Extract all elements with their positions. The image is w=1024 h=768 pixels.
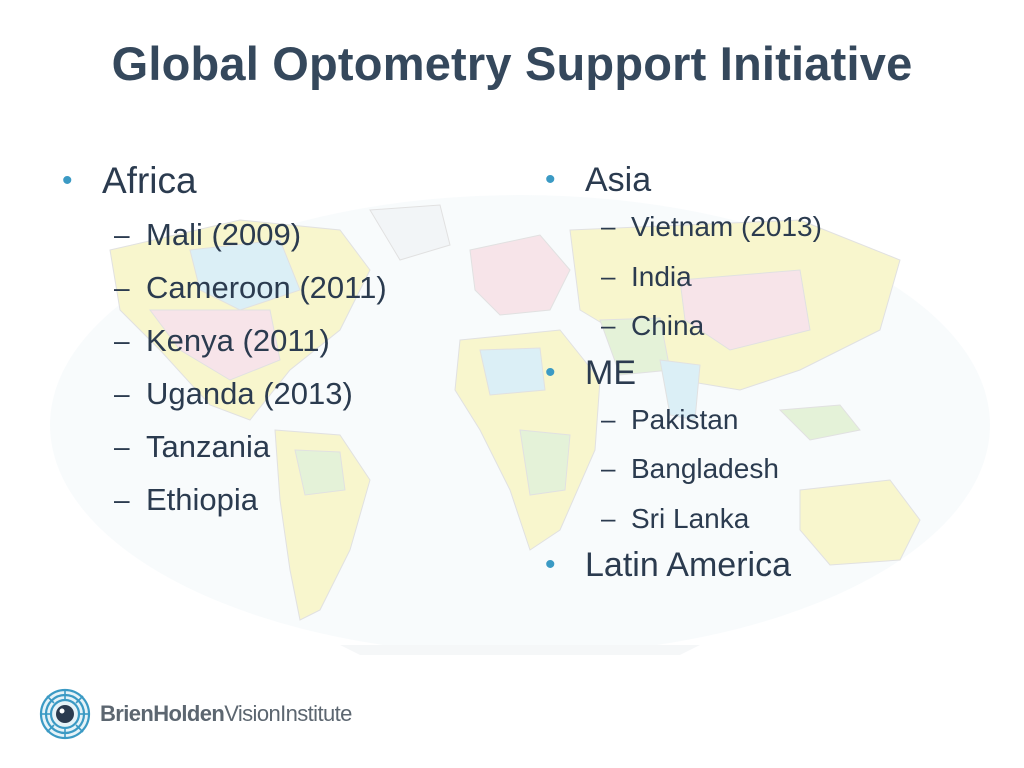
list-item-label: Kenya (2011) [146, 323, 330, 358]
dash-icon: – [601, 310, 616, 340]
list-item-label: Vietnam (2013) [631, 211, 822, 242]
logo-wordmark: BrienHoldenVisionInstitute [100, 701, 352, 727]
region-label: Africa [102, 160, 197, 201]
dash-icon: – [114, 325, 130, 356]
list-item: – China [545, 301, 975, 351]
list-item-label: Ethiopia [146, 482, 259, 517]
list-item: – Mali (2009) [62, 208, 482, 261]
dash-icon: – [114, 378, 130, 409]
list-item-label: Uganda (2013) [146, 376, 353, 411]
world-map-background [50, 195, 990, 655]
list-item-label: Sri Lanka [631, 502, 750, 534]
list-item: – Uganda (2013) [62, 367, 482, 420]
asia-me-list: • Asia – Vietnam (2013) – India – China … [545, 158, 975, 587]
dash-icon: – [601, 211, 616, 241]
dash-icon: – [601, 453, 616, 483]
list-item: – Vietnam (2013) [545, 202, 975, 252]
list-item: – Kenya (2011) [62, 314, 482, 367]
list-item-label: Cameroon (2011) [146, 270, 387, 305]
list-item-label: China [631, 310, 705, 341]
bullet-me: • ME [545, 351, 975, 395]
region-label: Latin America [585, 546, 791, 584]
dash-icon: – [601, 260, 616, 291]
bullet-dot-icon: • [545, 163, 556, 196]
region-label: ME [585, 353, 636, 392]
australia-shape [799, 479, 921, 566]
dash-icon: – [114, 219, 130, 250]
list-item: – Tanzania [62, 420, 482, 473]
logo-text-bold: BrienHolden [100, 701, 225, 726]
dash-icon: – [114, 272, 130, 303]
bullet-dot-icon: • [62, 164, 73, 197]
africa-list: • Africa – Mali (2009) – Cameroon (2011)… [62, 158, 482, 526]
bullet-dot-icon: • [545, 548, 556, 581]
bullet-africa: • Africa [62, 158, 482, 204]
bullet-latin-america: • Latin America [545, 543, 975, 587]
brien-holden-logo: BrienHoldenVisionInstitute [38, 686, 352, 742]
region-label: Asia [585, 161, 652, 199]
list-item: – Bangladesh [545, 444, 975, 494]
bullet-dot-icon: • [545, 355, 556, 389]
south-america-shape [274, 429, 371, 621]
list-item-label: Mali (2009) [146, 217, 302, 252]
logo-text-regular: VisionInstitute [224, 701, 352, 726]
dash-icon: – [601, 502, 616, 533]
dash-icon: – [114, 431, 130, 462]
dash-icon: – [601, 403, 616, 434]
list-item-label: Tanzania [146, 429, 271, 464]
list-item-label: Bangladesh [631, 453, 779, 484]
list-item-label: India [631, 260, 692, 292]
list-item: – Ethiopia [62, 473, 482, 526]
list-item: – Sri Lanka [545, 494, 975, 544]
bullet-asia: • Asia [545, 158, 975, 202]
eye-icon [39, 688, 91, 740]
slide-title: Global Optometry Support Initiative [111, 37, 913, 90]
list-item-label: Pakistan [631, 403, 739, 435]
list-item: – India [545, 252, 975, 302]
dash-icon: – [114, 484, 130, 515]
list-item: – Pakistan [545, 395, 975, 445]
list-item: – Cameroon (2011) [62, 261, 482, 314]
